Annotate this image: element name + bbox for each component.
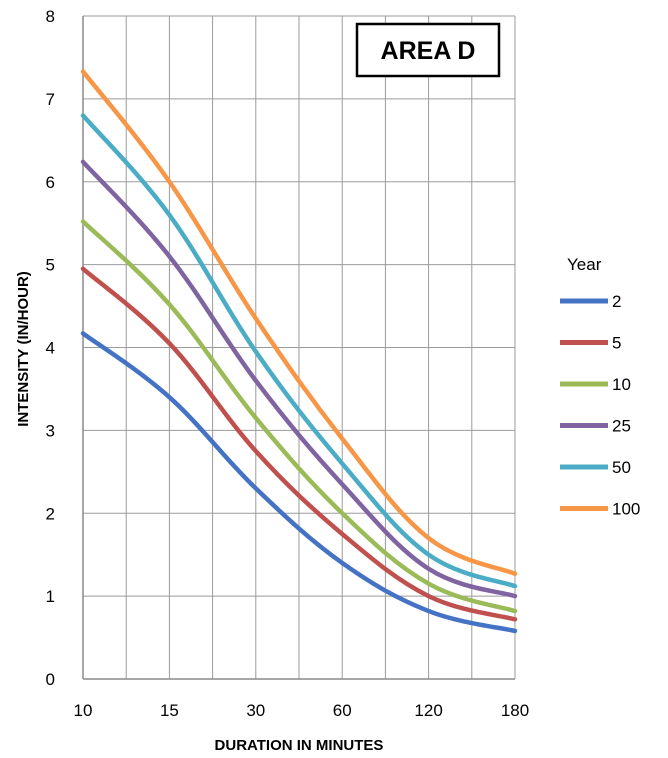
y-tick-label: 4	[46, 339, 55, 358]
y-tick-label: 0	[46, 670, 55, 689]
series-line-50	[80, 113, 518, 589]
grid-lines	[82, 15, 516, 680]
x-tick-label: 30	[246, 701, 265, 720]
y-axis-title: INTENSITY (IN/HOUR)	[15, 271, 32, 427]
y-tick-label: 1	[46, 587, 55, 606]
y-tick-label: 8	[46, 7, 55, 26]
legend-label-100: 100	[612, 500, 640, 519]
x-axis-title: DURATION IN MINUTES	[215, 737, 384, 754]
area-label-frame	[355, 22, 501, 78]
y-tick-labels: 0 1 2 3 4 5 6 7 8	[46, 7, 55, 689]
x-tick-label: 60	[333, 701, 352, 720]
y-tick-label: 5	[46, 256, 55, 275]
chart-title: AREA D	[381, 37, 476, 65]
area-label-box: AREA D	[355, 22, 501, 78]
series-line-5	[80, 266, 518, 622]
x-tick-label: 10	[74, 701, 93, 720]
y-tick-label: 7	[46, 90, 55, 109]
legend-label-25: 25	[612, 417, 631, 436]
series-line-10	[80, 219, 518, 614]
series-line-2	[80, 331, 518, 634]
series-lines	[80, 69, 518, 634]
x-tick-label: 120	[414, 701, 442, 720]
series-line-25	[80, 159, 518, 599]
legend-label-50: 50	[612, 458, 631, 477]
legend-label-10: 10	[612, 375, 631, 394]
y-tick-label: 6	[46, 173, 55, 192]
legend-label-5: 5	[612, 334, 621, 353]
x-tick-labels: 10 15 30 60 120 180	[74, 701, 530, 720]
x-tick-label: 180	[501, 701, 529, 720]
legend-title: Year	[567, 255, 602, 274]
y-tick-label: 2	[46, 504, 55, 523]
y-tick-label: 3	[46, 421, 55, 440]
x-tick-label: 15	[160, 701, 179, 720]
legend-label-2: 2	[612, 292, 621, 311]
series-line-100	[80, 69, 518, 576]
